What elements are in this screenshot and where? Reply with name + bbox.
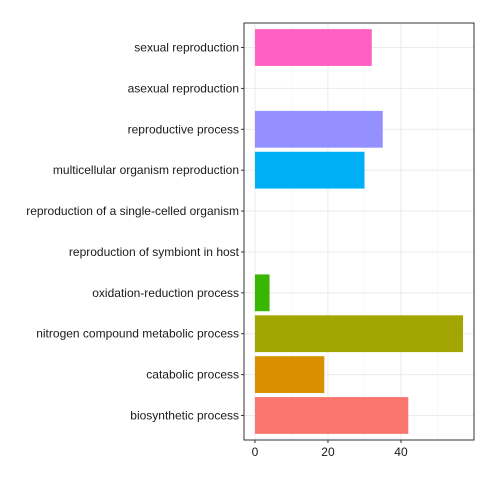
y-tick-label: reproduction of symbiont in host <box>69 245 240 259</box>
x-tick-label: 20 <box>321 445 335 459</box>
y-tick-label: nitrogen compound metabolic process <box>36 327 239 341</box>
bar-catabolic-process <box>254 356 325 393</box>
bar-multicellular-organism-reproduction <box>254 151 365 189</box>
y-tick-label: oxidation-reduction process <box>92 286 239 300</box>
plot-panel-border <box>243 22 475 441</box>
bar-reproductive-process <box>254 110 383 148</box>
y-tick-label: multicellular organism reproduction <box>53 163 239 177</box>
x-tick-label: 0 <box>252 445 259 459</box>
y-tick-label: asexual reproduction <box>128 81 239 95</box>
y-axis: sexual reproduction asexual reproduction r… <box>26 41 244 422</box>
y-tick-label: biosynthetic process <box>130 408 239 422</box>
bar-nitrogen-compound-metabolic-process <box>254 315 464 353</box>
x-tick-label: 40 <box>394 445 408 459</box>
y-tick-label: reproductive process <box>128 122 239 136</box>
bars <box>254 29 464 434</box>
y-tick-label: sexual reproduction <box>134 41 239 55</box>
bar-oxidation-reduction-process <box>254 274 270 312</box>
bar-sexual-reproduction <box>254 29 372 66</box>
y-tick-label: catabolic process <box>146 368 239 382</box>
bar-biosynthetic-process <box>254 397 409 434</box>
y-tick-label: reproduction of a single-celled organism <box>26 204 239 218</box>
x-axis: 0 20 40 <box>252 440 408 459</box>
